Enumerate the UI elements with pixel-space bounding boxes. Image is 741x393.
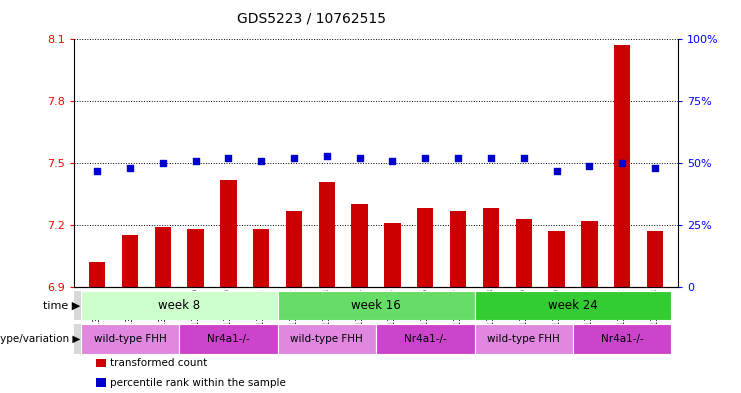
Point	[583, 162, 595, 169]
Text: wild-type FHH: wild-type FHH	[290, 334, 363, 344]
Text: week 16: week 16	[351, 299, 401, 312]
Bar	[548, 231, 565, 287]
Bar	[74, 291, 81, 320]
Text: percentile rank within the sample: percentile rank within the sample	[110, 378, 285, 388]
Text: wild-type FHH: wild-type FHH	[488, 334, 560, 344]
Bar	[89, 262, 105, 287]
Point	[190, 158, 202, 164]
Bar	[253, 229, 270, 287]
Point	[649, 165, 661, 171]
Text: GDS5223 / 10762515: GDS5223 / 10762515	[236, 11, 386, 26]
Text: Nr4a1-/-: Nr4a1-/-	[404, 334, 447, 344]
Bar	[319, 182, 335, 287]
Bar	[474, 291, 671, 320]
Bar	[187, 229, 204, 287]
Point	[91, 167, 103, 174]
Point	[485, 155, 497, 161]
Bar	[81, 291, 278, 320]
Bar	[450, 211, 466, 287]
Bar	[122, 235, 138, 287]
Point	[288, 155, 300, 161]
Point	[551, 167, 562, 174]
Bar	[286, 211, 302, 287]
Text: genotype/variation ▶: genotype/variation ▶	[0, 334, 81, 344]
Point	[255, 158, 267, 164]
Point	[387, 158, 399, 164]
Point	[157, 160, 169, 166]
Bar	[482, 208, 499, 287]
Bar	[581, 221, 597, 287]
Bar	[647, 231, 663, 287]
Point	[452, 155, 464, 161]
Point	[419, 155, 431, 161]
Bar	[385, 223, 401, 287]
Point	[124, 165, 136, 171]
Bar	[474, 324, 573, 354]
Bar	[155, 227, 171, 287]
Text: week 8: week 8	[158, 299, 200, 312]
Bar	[220, 180, 236, 287]
Bar	[573, 324, 671, 354]
Point	[222, 155, 234, 161]
Bar	[278, 291, 474, 320]
Text: transformed count: transformed count	[110, 358, 207, 368]
Bar	[614, 46, 631, 287]
Bar	[179, 324, 278, 354]
Text: Nr4a1-/-: Nr4a1-/-	[601, 334, 644, 344]
Bar	[74, 324, 81, 354]
Text: time ▶: time ▶	[44, 301, 81, 310]
Text: week 24: week 24	[548, 299, 598, 312]
Bar	[81, 324, 179, 354]
Bar	[376, 324, 474, 354]
Point	[518, 155, 530, 161]
Point	[617, 160, 628, 166]
Bar	[417, 208, 433, 287]
Text: Nr4a1-/-: Nr4a1-/-	[207, 334, 250, 344]
Bar	[516, 219, 532, 287]
Text: wild-type FHH: wild-type FHH	[93, 334, 166, 344]
Bar	[351, 204, 368, 287]
Point	[353, 155, 365, 161]
Bar	[278, 324, 376, 354]
Point	[321, 152, 333, 159]
